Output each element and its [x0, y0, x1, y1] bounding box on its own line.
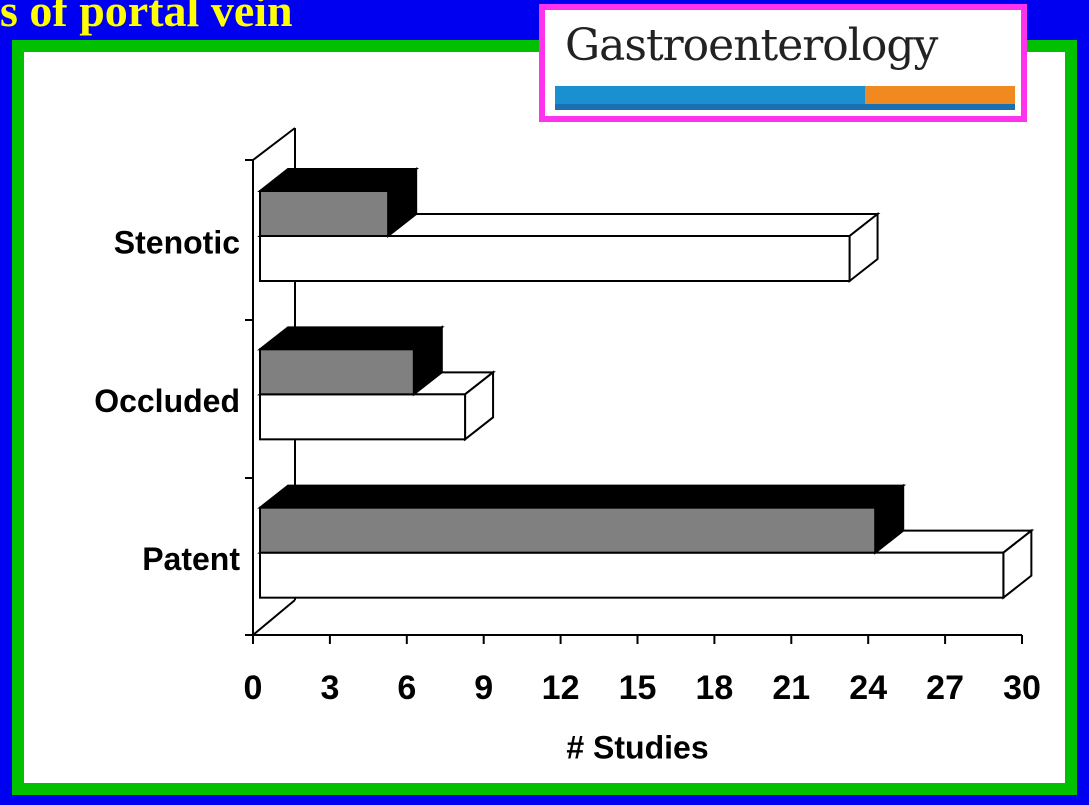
journal-logo: Gastroenterology — [539, 4, 1027, 122]
bar — [257, 211, 881, 284]
x-tick-label: 24 — [849, 669, 887, 707]
bar-front — [259, 551, 1005, 599]
x-tick-label: 6 — [397, 669, 416, 707]
y-tick-label: Occluded — [94, 383, 240, 419]
chart-frame — [12, 40, 1077, 795]
x-tick-label: 15 — [619, 669, 657, 707]
x-tick-label: 18 — [695, 669, 733, 707]
x-tick-label: 0 — [244, 669, 263, 707]
x-tick-label: 3 — [320, 669, 339, 707]
bar — [257, 166, 420, 239]
y-tick-label: Stenotic — [114, 224, 240, 260]
x-tick-label: 9 — [474, 669, 493, 707]
bar-top — [257, 484, 907, 509]
x-tick-label: 30 — [1003, 669, 1041, 707]
logo-text: Gastroenterology — [565, 20, 938, 71]
bar — [257, 325, 445, 397]
logo-stripe — [555, 86, 865, 104]
y-tick-label: Patent — [142, 541, 240, 577]
bar-top — [257, 326, 445, 351]
bar-front — [259, 506, 877, 554]
slide-title: s of portal vein — [0, 0, 293, 36]
back-wall-edge — [252, 599, 296, 636]
x-tick-label: 12 — [542, 669, 580, 707]
bar-front — [259, 348, 415, 396]
bar-front — [259, 235, 851, 282]
x-tick-label: 21 — [772, 669, 810, 707]
x-tick-label: 27 — [926, 669, 964, 707]
x-axis-label: # Studies — [566, 729, 708, 765]
bar-front — [259, 190, 390, 237]
bar-front — [259, 393, 467, 441]
logo-stripe — [865, 86, 1015, 104]
logo-stripe — [555, 104, 1015, 110]
back-wall-edge — [252, 127, 296, 161]
bar — [257, 483, 907, 555]
